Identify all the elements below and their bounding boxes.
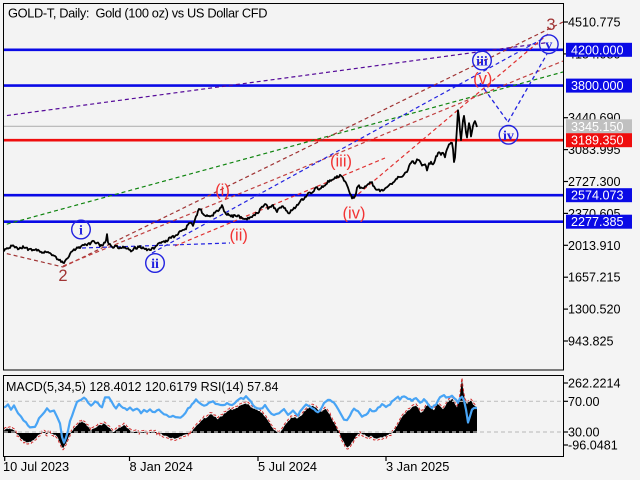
svg-text:(ii): (ii) (230, 227, 248, 245)
svg-text:1300.520: 1300.520 (568, 303, 621, 317)
svg-text:2277.385: 2277.385 (571, 215, 624, 229)
svg-text:3345.150: 3345.150 (571, 120, 624, 134)
svg-text:70.00: 70.00 (568, 395, 600, 409)
svg-text:1657.215: 1657.215 (568, 271, 621, 285)
svg-text:5 Jul 2024: 5 Jul 2024 (258, 459, 317, 474)
svg-text:3189.350: 3189.350 (571, 134, 624, 148)
svg-text:GOLD-T, Daily: Gold (100 oz): GOLD-T, Daily: Gold (100 oz) vs US Dolla… (8, 6, 267, 21)
svg-text:4200.000: 4200.000 (571, 43, 624, 57)
svg-text:8 Jan 2024: 8 Jan 2024 (130, 459, 193, 474)
svg-text:(v): (v) (473, 70, 492, 88)
svg-text:(iv): (iv) (343, 205, 366, 223)
svg-text:4510.775: 4510.775 (568, 16, 621, 30)
svg-text:10 Jul 2023: 10 Jul 2023 (3, 459, 69, 474)
svg-text:iii: iii (476, 55, 488, 70)
svg-text:2574.073: 2574.073 (571, 189, 624, 203)
svg-text:943.825: 943.825 (568, 335, 614, 349)
svg-text:i: i (79, 224, 83, 239)
svg-text:3 Jan 2025: 3 Jan 2025 (386, 459, 449, 474)
svg-text:-96.0481: -96.0481 (568, 439, 618, 453)
svg-text:MACD(5,34,5) 128.4012 120.6179: MACD(5,34,5) 128.4012 120.6179 RSI(14) 5… (6, 380, 278, 394)
svg-text:iv: iv (503, 129, 514, 144)
svg-text:(i): (i) (215, 182, 230, 200)
svg-text:262.2214: 262.2214 (568, 377, 621, 391)
svg-text:(iii): (iii) (330, 153, 352, 171)
svg-text:3800.000: 3800.000 (571, 79, 624, 93)
svg-text:2727.300: 2727.300 (568, 175, 621, 189)
svg-text:ii: ii (151, 257, 159, 272)
svg-text:2013.910: 2013.910 (568, 239, 621, 253)
svg-text:30.00: 30.00 (568, 426, 600, 440)
svg-text:2: 2 (58, 267, 67, 285)
svg-text:3: 3 (546, 16, 555, 34)
svg-text:v: v (545, 38, 552, 53)
